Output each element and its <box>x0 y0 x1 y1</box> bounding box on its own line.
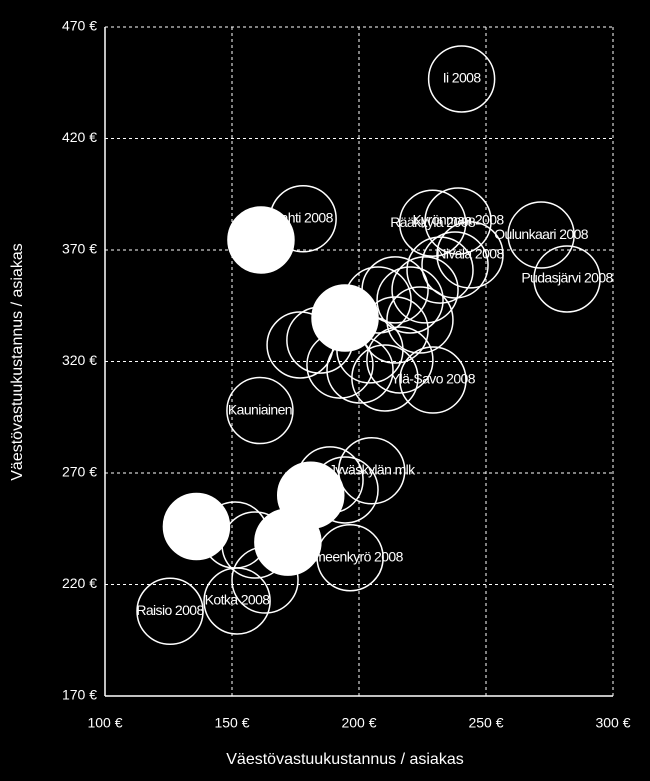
bubble <box>436 221 504 289</box>
point-label: Hämeenkyrö 2008 <box>297 548 403 564</box>
point-label: Kyrönmaa 2008 <box>413 212 505 228</box>
bubble <box>351 344 419 412</box>
y-tick-label: 370 € <box>62 241 97 257</box>
y-tick-label: 420 € <box>62 129 97 145</box>
point-label: Kotka 2008 <box>205 592 271 608</box>
bubble <box>391 256 459 324</box>
bubble <box>386 286 454 354</box>
point-label: Oulunkaari 2008 <box>494 226 589 242</box>
bubble <box>203 567 271 635</box>
bubble <box>533 245 601 313</box>
point-label: Kauniainen <box>228 401 292 417</box>
bubble <box>366 326 434 394</box>
x-tick-label: 200 € <box>341 715 376 731</box>
x-tick-label: 100 € <box>87 715 122 731</box>
bubble <box>424 187 492 255</box>
point-label: Nivala 2008 <box>436 246 504 262</box>
bubble <box>507 201 575 269</box>
bubble <box>376 266 444 334</box>
point-label: Ylä-Savo 2008 <box>391 371 476 387</box>
y-tick-label: 470 € <box>62 18 97 34</box>
point-label: Raisio 2008 <box>136 602 204 618</box>
y-tick-label: 270 € <box>62 464 97 480</box>
bubble <box>399 346 467 414</box>
x-tick-label: 300 € <box>595 715 630 731</box>
bubble <box>254 508 322 576</box>
x-tick-label: 150 € <box>214 715 249 731</box>
y-tick-label: 220 € <box>62 575 97 591</box>
y-axis-title: Väestövastuukustannus / asiakas <box>9 243 26 480</box>
bubble <box>406 236 474 304</box>
x-axis-title: Väestövastuukustannus / asiakas <box>226 751 463 768</box>
bubble <box>227 206 295 274</box>
bubble <box>162 492 231 561</box>
bubble <box>398 189 467 257</box>
point-label: Pudasjärvi 2008 <box>521 270 613 286</box>
x-tick-label: 250 € <box>468 715 503 731</box>
point-label: Jyväskylän mlk <box>329 461 416 477</box>
bubble <box>337 437 406 505</box>
y-tick-label: 170 € <box>62 687 97 703</box>
bubble <box>427 45 496 113</box>
bubble <box>136 577 204 646</box>
bubble <box>226 376 294 445</box>
point-label: Ii 2008 <box>443 70 482 86</box>
y-tick-label: 320 € <box>62 352 97 368</box>
bubble <box>421 231 489 299</box>
bubble <box>311 284 379 352</box>
